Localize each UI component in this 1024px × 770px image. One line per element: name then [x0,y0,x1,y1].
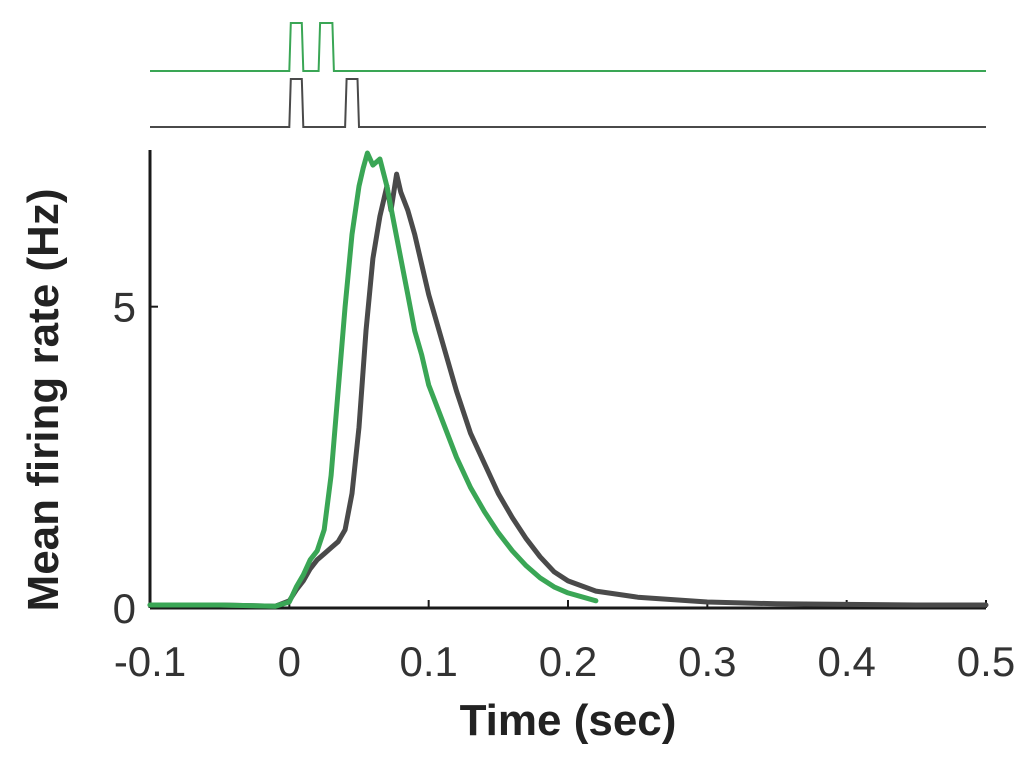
series-lines [147,150,989,609]
x-tick-label: 0.3 [678,638,736,685]
x-tick-label: 0.1 [399,638,457,685]
stimulus-trace-2 [150,78,986,128]
x-tick-label: 0 [278,638,301,685]
series-line-1 [147,150,599,609]
y-tick-label: 5 [113,284,136,331]
x-tick-label: 0.5 [957,638,1015,685]
x-tick-label: -0.1 [114,638,186,685]
x-tick-label: 0.2 [539,638,597,685]
stimulus-trace-1 [150,22,986,72]
stimulus-traces [150,22,986,128]
y-tick-label: 0 [113,585,136,632]
y-axis-label: Mean firing rate (Hz) [19,189,68,612]
x-tick-label: 0.4 [817,638,875,685]
axes [148,150,986,610]
x-axis-label: Time (sec) [460,696,677,745]
series-line-2 [147,171,989,609]
ticks: -0.1 0 0.1 0.2 0.3 0.4 0.5 0 5 [113,284,1016,685]
